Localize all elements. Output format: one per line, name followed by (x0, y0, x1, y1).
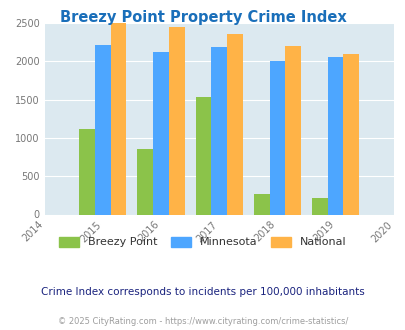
Bar (168, 27, 184, 214)
Bar (311, 198, 327, 214)
Text: © 2025 CityRating.com - https://www.cityrating.com/crime-statistics/: © 2025 CityRating.com - https://www.city… (58, 317, 347, 326)
Bar (327, 57, 343, 214)
Legend: Breezy Point, Minnesota, National: Breezy Point, Minnesota, National (55, 232, 350, 252)
Bar (343, 54, 358, 214)
Bar (137, 149, 153, 214)
Text: Breezy Point Property Crime Index: Breezy Point Property Crime Index (60, 10, 345, 25)
Bar (226, 34, 242, 214)
Bar (95, 45, 111, 214)
Bar (285, 46, 300, 214)
Bar (253, 194, 269, 214)
Bar (195, 97, 211, 214)
Text: Crime Index corresponds to incidents per 100,000 inhabitants: Crime Index corresponds to incidents per… (41, 287, 364, 297)
Bar (79, 129, 95, 214)
Bar (269, 61, 285, 214)
Bar (111, 23, 126, 215)
Bar (211, 47, 226, 214)
Bar (153, 52, 168, 214)
